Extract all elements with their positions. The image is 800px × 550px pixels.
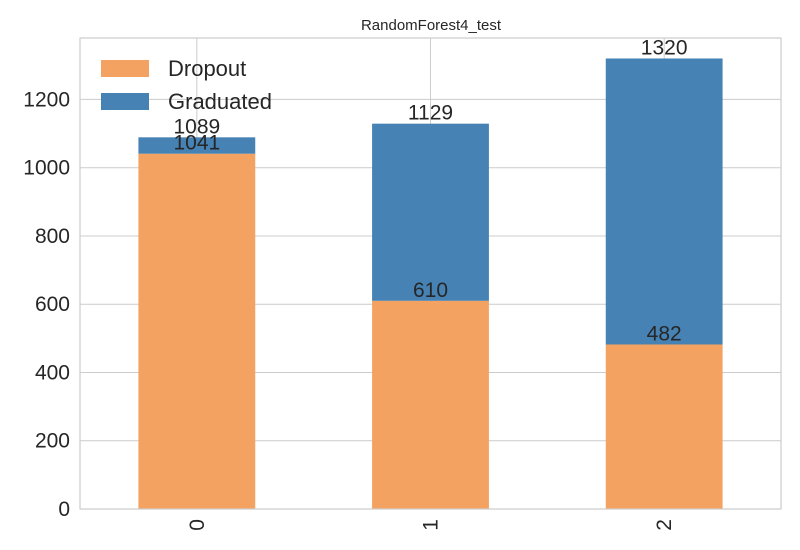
data-label-dropout-0: 1041 — [173, 132, 220, 155]
y-tick-label-1200: 1200 — [23, 88, 70, 111]
bar-dropout-1 — [372, 300, 489, 509]
legend-label-dropout: Dropout — [168, 56, 246, 81]
legend-swatch-graduated — [101, 93, 149, 110]
data-label-graduated-2: 1320 — [641, 36, 688, 59]
data-label-graduated-0: 1089 — [173, 115, 220, 138]
data-label-graduated-1: 1129 — [408, 102, 453, 125]
chart-title: RandomForest4_test — [361, 17, 502, 34]
y-axis-ticks: 0 200 400 600 800 1000 1200 — [23, 88, 70, 521]
y-tick-label-200: 200 — [35, 430, 70, 453]
legend: Dropout Graduated — [101, 56, 272, 114]
data-label-dropout-2: 482 — [647, 322, 682, 345]
y-tick-label-600: 600 — [35, 293, 70, 316]
y-tick-label-800: 800 — [35, 225, 70, 248]
y-tick-label-0: 0 — [58, 498, 70, 521]
x-tick-label-2: 2 — [653, 519, 676, 531]
bar-dropout-2 — [605, 344, 723, 509]
bar-graduated-1 — [372, 123, 489, 301]
bar-graduated-0 — [138, 137, 256, 154]
x-tick-label-1: 1 — [420, 519, 443, 531]
y-tick-label-400: 400 — [35, 361, 70, 384]
data-labels: 1041 610 482 1089 1129 1320 — [173, 36, 687, 345]
y-tick-label-1000: 1000 — [23, 157, 70, 180]
legend-swatch-dropout — [101, 60, 149, 77]
legend-label-graduated: Graduated — [168, 89, 272, 114]
bar-graduated-2 — [605, 58, 723, 345]
x-axis-ticks: 0 1 2 — [186, 519, 676, 531]
plot-frame — [79, 37, 782, 510]
bars — [138, 58, 723, 509]
x-tick-label-0: 0 — [186, 519, 209, 531]
bar-dropout-0 — [138, 153, 256, 509]
data-label-dropout-1: 610 — [413, 279, 448, 302]
